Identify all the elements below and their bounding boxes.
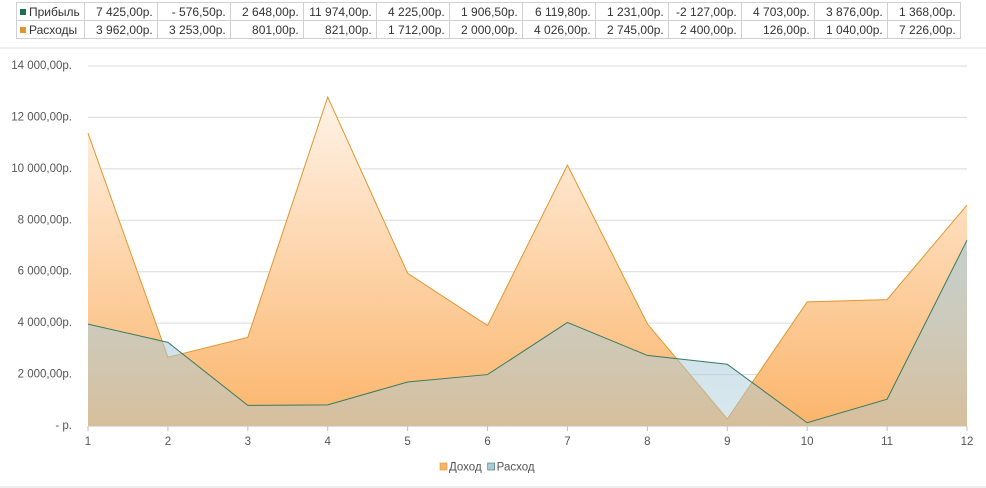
area [88,240,967,426]
table-cell: 821,00р. [302,20,377,39]
x-tick-label: 6 [484,436,490,448]
area [88,96,967,426]
x-tick-label: 10 [801,436,814,448]
table-cell: 4 026,00р. [521,20,596,39]
table-cell: 1 231,00р. [594,2,669,21]
x-tick-label: 7 [564,436,570,448]
y-tick-label: 2 000,00р. [18,369,72,381]
line [87,95,968,420]
legend-marker [20,9,26,16]
x-tick-label: 1 [85,436,91,448]
table-cell: 2 400,00р. [667,20,742,39]
row-label: Расходы [29,22,78,37]
y-tick-label: 8 000,00р. [18,214,72,226]
x-tick-label: 3 [245,436,251,448]
x-tick-label: 4 [325,436,332,448]
table-cell: - 576,50р. [156,2,231,21]
table-cell: 2 000,00р. [448,20,523,39]
x-tick-label: 8 [644,436,650,448]
table-cell: 7 226,00р. [886,20,961,39]
legend-marker [20,27,26,34]
table-cell: 1 368,00р. [886,2,961,21]
table-cell: 3 962,00р. [83,20,158,39]
data-table: Прибыль 7 425,00р. - 576,50р. 2 648,00р. 11 … [16,2,961,39]
table-cell: 1 712,00р. [375,20,450,39]
table-row: Прибыль 7 425,00р. - 576,50р. 2 648,00р. 11 … [16,2,961,21]
table-cell: 801,00р. [229,20,304,39]
line [87,239,968,424]
table-cell: 2 745,00р. [594,20,669,39]
y-tick-label: 10 000,00р. [11,163,72,175]
y-tick-label: 12 000,00р. [11,111,72,123]
table-cell: 3 876,00р. [813,2,888,21]
table-cell: 11 974,00р. [302,2,377,21]
legend-label: Расход [497,462,535,474]
row-header: Расходы [16,20,85,39]
table-row: Расходы 3 962,00р. 3 253,00р. 801,00р. 821,0… [16,20,961,39]
y-tick-label: 14 000,00р. [11,60,72,72]
table-cell: 3 253,00р. [156,20,231,39]
x-tick-label: 12 [961,436,974,448]
table-cell: 1 040,00р. [813,20,888,39]
x-tick-label: 2 [165,436,171,448]
x-tick-label: 5 [404,436,410,448]
legend-label: Доход [449,462,482,474]
row-label: Прибыль [29,4,80,19]
y-tick-label: 4 000,00р. [18,317,72,329]
y-tick-label: - р. [55,420,72,432]
x-tick-label: 9 [724,436,730,448]
legend-swatch [487,462,495,471]
table-cell: -2 127,00р. [667,2,742,21]
table-cell: 126,00р. [740,20,815,39]
legend: Доход Расход [439,462,535,474]
table-cell: 6 119,80р. [521,2,596,21]
legend-swatch [439,462,448,471]
table-cell: 2 648,00р. [229,2,304,21]
y-tick-label: 6 000,00р. [18,266,72,278]
x-tick-label: 11 [881,436,893,448]
